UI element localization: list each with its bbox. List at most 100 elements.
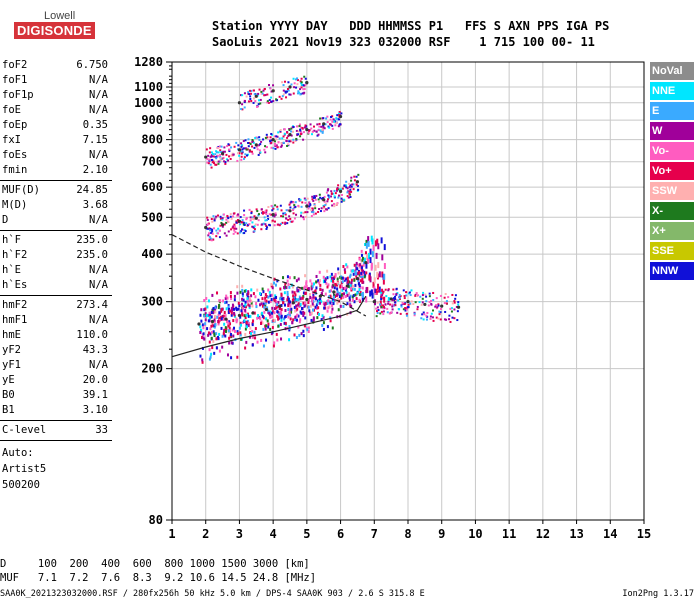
echo-point	[307, 131, 310, 134]
echo-point	[266, 100, 269, 103]
echo-point	[217, 320, 220, 324]
echo-point	[322, 275, 325, 279]
param-value: 43.3	[82, 344, 108, 356]
echo-point	[361, 272, 364, 276]
echo-point	[222, 331, 225, 335]
echo-point	[330, 276, 333, 280]
echo-point	[393, 304, 396, 307]
echo-point	[299, 318, 302, 322]
echo-point	[244, 308, 247, 312]
echo-point	[210, 324, 213, 328]
echo-point	[224, 314, 227, 318]
echo-point	[392, 297, 395, 300]
echo-point	[445, 302, 448, 305]
echo-point	[203, 308, 206, 312]
echo-point	[394, 297, 397, 300]
echo-point	[325, 202, 328, 205]
echo-point	[288, 311, 291, 315]
y-tick-label: 600	[141, 180, 163, 194]
echo-point	[272, 207, 275, 210]
echo-point	[350, 179, 353, 182]
echo-point	[202, 326, 205, 330]
echo-point	[289, 93, 292, 96]
echo-point	[298, 125, 301, 128]
echo-point	[278, 315, 281, 319]
echo-point	[395, 292, 398, 295]
echo-point	[291, 298, 294, 302]
param-value: N/A	[89, 214, 108, 226]
echo-point	[262, 327, 265, 331]
echo-point	[387, 298, 390, 301]
echo-point	[386, 311, 389, 314]
echo-point	[283, 317, 286, 321]
echo-point	[364, 242, 367, 246]
echo-point	[270, 282, 273, 286]
echo-point	[293, 82, 296, 85]
echo-point	[244, 289, 247, 293]
echo-point	[241, 294, 244, 298]
echo-point	[443, 318, 446, 321]
x-tick-label: 13	[569, 527, 583, 541]
echo-point	[256, 105, 259, 108]
echo-point	[263, 87, 266, 90]
echo-point	[369, 276, 372, 283]
echo-point	[211, 161, 214, 164]
echo-point	[299, 129, 302, 132]
echo-point	[334, 282, 337, 286]
echo-point	[422, 311, 425, 314]
echo-point	[336, 287, 339, 291]
echo-point	[264, 327, 267, 331]
echo-point	[212, 311, 215, 315]
echo-point	[331, 127, 334, 130]
echo-point	[286, 275, 289, 279]
echo-point	[271, 205, 274, 208]
echo-point	[209, 237, 212, 240]
echo-point	[247, 290, 250, 294]
echo-point	[376, 271, 379, 278]
legend-entry: NNE	[650, 82, 694, 100]
echo-point	[261, 287, 264, 291]
echo-point	[357, 272, 360, 276]
echo-point	[231, 303, 234, 307]
echo-point	[331, 326, 334, 330]
autoscaling-info-line: Artist5	[2, 463, 47, 475]
trace-point	[305, 297, 309, 302]
echo-point	[356, 267, 359, 271]
echo-point	[240, 323, 243, 327]
echo-point	[309, 279, 312, 283]
echo-point	[261, 314, 264, 318]
echo-point	[298, 333, 301, 337]
echo-point	[323, 127, 326, 130]
echo-point	[240, 142, 243, 145]
echo-point	[353, 300, 356, 304]
echo-point	[322, 315, 325, 319]
echo-point	[237, 307, 240, 311]
echo-point	[295, 335, 298, 339]
echo-point	[282, 84, 285, 87]
echo-point	[258, 138, 261, 141]
echo-point	[262, 138, 265, 141]
echo-point	[248, 304, 251, 308]
echo-point	[344, 270, 347, 274]
echo-point	[297, 204, 300, 207]
echo-point	[333, 275, 336, 279]
echo-point	[217, 162, 220, 165]
echo-point	[214, 156, 217, 159]
echo-point	[323, 195, 326, 198]
echo-point	[251, 139, 254, 142]
echo-point	[372, 281, 375, 288]
echo-point	[241, 307, 244, 311]
echo-point	[344, 286, 347, 290]
echo-point	[277, 315, 280, 319]
echo-point	[249, 150, 252, 153]
echo-point	[400, 304, 403, 307]
echo-point	[320, 130, 323, 133]
echo-point	[324, 123, 327, 126]
echo-point	[343, 278, 346, 282]
echo-point	[324, 203, 327, 206]
echo-point	[308, 129, 311, 132]
echo-point	[456, 319, 459, 322]
echo-point	[283, 303, 286, 307]
trace-point	[322, 198, 326, 202]
echo-point	[274, 283, 277, 287]
